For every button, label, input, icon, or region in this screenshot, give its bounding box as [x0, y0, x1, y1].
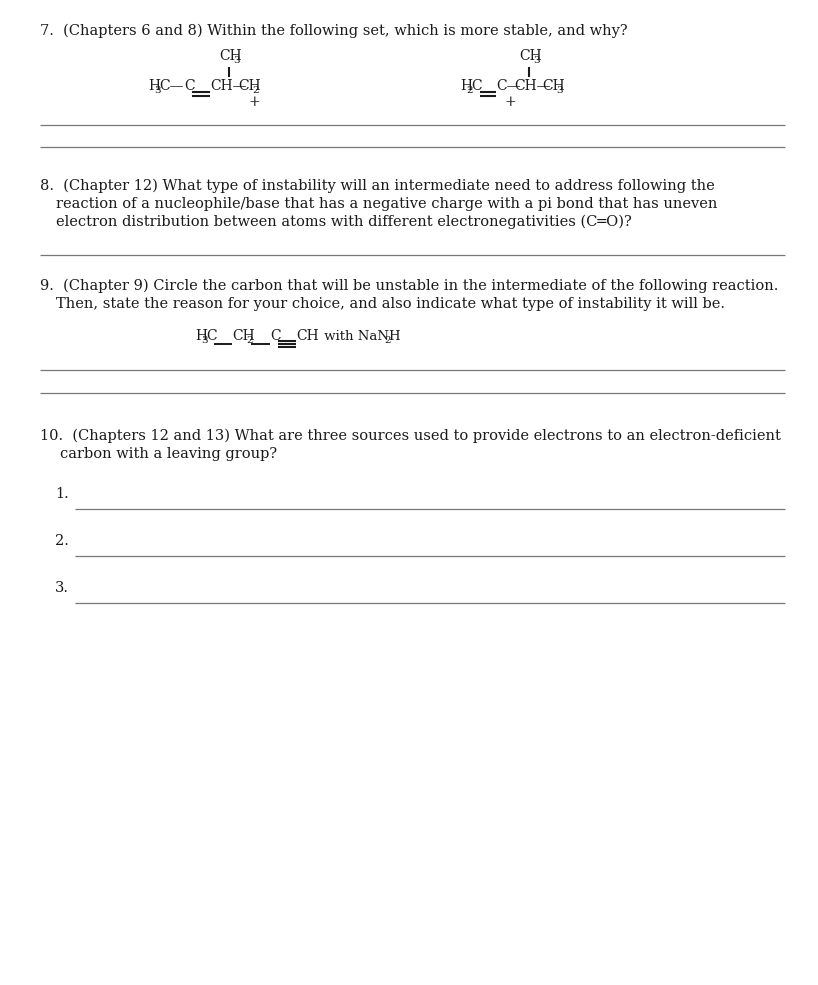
Text: 2.: 2. — [55, 534, 69, 548]
Text: 3: 3 — [233, 56, 240, 65]
Text: CH: CH — [238, 79, 261, 93]
Text: 3: 3 — [154, 86, 160, 95]
Text: CH: CH — [219, 49, 241, 63]
Text: 3.: 3. — [55, 581, 69, 595]
Text: 2: 2 — [246, 336, 253, 345]
Text: 2: 2 — [252, 86, 258, 95]
Text: 2: 2 — [384, 336, 391, 345]
Text: +: + — [504, 95, 515, 109]
Text: 3: 3 — [533, 56, 540, 65]
Text: 3: 3 — [201, 336, 208, 345]
Text: with NaNH: with NaNH — [320, 330, 401, 343]
Text: Then, state the reason for your choice, and also indicate what type of instabili: Then, state the reason for your choice, … — [56, 297, 725, 311]
Text: 8.  (Chapter 12) What type of instability will an intermediate need to address f: 8. (Chapter 12) What type of instability… — [40, 178, 715, 193]
Text: CH: CH — [232, 329, 254, 343]
Text: C: C — [206, 329, 217, 343]
Text: 1.: 1. — [55, 487, 69, 501]
Text: CH: CH — [519, 49, 542, 63]
Text: H: H — [460, 79, 472, 93]
Text: C: C — [471, 79, 482, 93]
Text: 9.  (Chapter 9) Circle the carbon that will be unstable in the intermediate of t: 9. (Chapter 9) Circle the carbon that wi… — [40, 279, 779, 293]
Text: CH: CH — [296, 329, 319, 343]
Text: CH—: CH— — [210, 79, 246, 93]
Text: 10.  (Chapters 12 and 13) What are three sources used to provide electrons to an: 10. (Chapters 12 and 13) What are three … — [40, 428, 781, 443]
Text: +: + — [248, 95, 259, 109]
Text: 2: 2 — [466, 86, 473, 95]
Text: CH: CH — [542, 79, 564, 93]
Text: carbon with a leaving group?: carbon with a leaving group? — [60, 447, 277, 461]
Text: 3: 3 — [556, 86, 563, 95]
Text: H: H — [148, 79, 160, 93]
Text: C: C — [184, 79, 195, 93]
Text: 7.  (Chapters 6 and 8) Within the following set, which is more stable, and why?: 7. (Chapters 6 and 8) Within the followi… — [40, 24, 627, 38]
Text: reaction of a nucleophile/base that has a negative charge with a pi bond that ha: reaction of a nucleophile/base that has … — [56, 197, 717, 211]
Text: H: H — [195, 329, 207, 343]
Text: electron distribution between atoms with different electronegativities (C═O)?: electron distribution between atoms with… — [56, 215, 631, 229]
Text: C—: C— — [159, 79, 183, 93]
Text: C—: C— — [496, 79, 520, 93]
Text: C: C — [270, 329, 281, 343]
Text: CH—: CH— — [514, 79, 551, 93]
